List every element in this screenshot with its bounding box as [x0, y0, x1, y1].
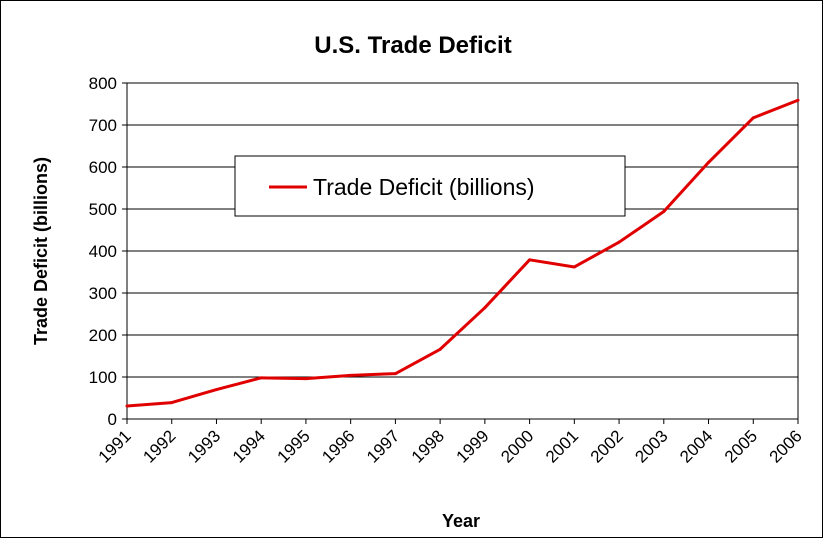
y-tick-label: 700 — [89, 116, 117, 135]
y-tick-label: 500 — [89, 200, 117, 219]
x-tick-label: 1999 — [453, 426, 493, 466]
x-tick-label: 1995 — [274, 426, 314, 466]
y-tick-label: 0 — [108, 410, 117, 429]
gridlines — [122, 82, 798, 420]
x-tick-label: 2002 — [587, 426, 627, 466]
x-tick-label: 1992 — [139, 426, 179, 466]
x-tick-label: 1996 — [318, 426, 358, 466]
data-point-2001 — [572, 265, 576, 269]
data-point-2003 — [662, 210, 666, 214]
x-tick-label: 1998 — [408, 426, 448, 466]
data-point-1999 — [483, 306, 487, 310]
x-tick-label: 1993 — [184, 426, 224, 466]
x-tick-label: 2006 — [766, 426, 806, 466]
y-tick-labels: 0 100 200 300 400 500 600 700 800 — [89, 74, 117, 429]
y-tick-label: 400 — [89, 242, 117, 261]
x-tick-label: 2003 — [631, 426, 671, 466]
data-point-2005 — [751, 116, 755, 120]
x-tick-label: 2000 — [497, 426, 537, 466]
data-point-1997 — [393, 372, 397, 376]
data-point-1994 — [259, 376, 263, 380]
x-axis-title: Year — [442, 511, 480, 531]
x-tick-label: 1994 — [229, 426, 269, 466]
data-point-2004 — [707, 160, 711, 164]
x-tick-label: 2001 — [542, 426, 582, 466]
chart-title: U.S. Trade Deficit — [314, 32, 511, 59]
data-point-1996 — [349, 373, 353, 377]
y-tick-label: 600 — [89, 158, 117, 177]
series-layer — [125, 98, 800, 408]
axes — [126, 83, 799, 420]
data-point-1995 — [304, 377, 308, 381]
legend: Trade Deficit (billions) — [234, 155, 626, 217]
x-tick-labels: 1991 1992 1993 1994 1995 1996 1997 1998 1999 2000… — [95, 419, 806, 467]
data-point-1998 — [438, 347, 442, 351]
x-tick-label: 2005 — [721, 426, 761, 466]
y-tick-label: 800 — [89, 74, 117, 93]
data-point-2002 — [617, 240, 621, 244]
x-tick-label: 2004 — [676, 426, 716, 466]
x-tick-label: 1997 — [363, 426, 403, 466]
data-point-1991 — [125, 404, 129, 408]
data-point-2000 — [528, 258, 532, 262]
series-line-0 — [126, 98, 799, 408]
y-tick-label: 200 — [89, 326, 117, 345]
y-tick-label: 300 — [89, 284, 117, 303]
y-tick-label: 100 — [89, 368, 117, 387]
data-point-1993 — [214, 388, 218, 392]
x-tick-label: 1991 — [95, 426, 135, 466]
legend-label: Trade Deficit (billions) — [313, 174, 535, 200]
data-point-2006 — [796, 98, 800, 102]
y-axis-title: Trade Deficit (billions) — [31, 157, 51, 345]
data-point-1992 — [170, 401, 174, 405]
